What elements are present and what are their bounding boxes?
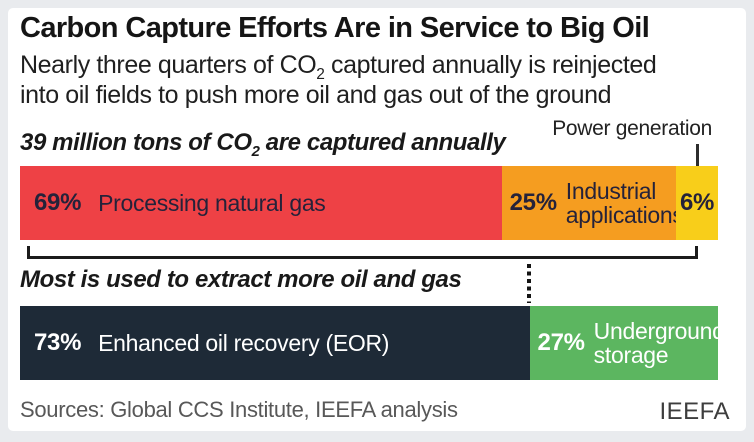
segment-processing-natural-gas: 69% Processing natural gas	[20, 166, 502, 240]
segment-percent: 27%	[537, 329, 585, 356]
segment-label: Processing natural gas	[98, 190, 326, 216]
subtitle-line2: into oil fields to push more oil and gas…	[20, 81, 612, 109]
power-generation-callout-label: Power generation	[552, 117, 712, 140]
segment-percent: 6%	[680, 189, 715, 216]
bar1-caption: 39 million tons of CO2 are captured annu…	[20, 129, 506, 160]
sources-text: Sources: Global CCS Institute, IEEFA ana…	[20, 397, 458, 422]
bar1-caption-pre: 39 million tons of CO	[20, 129, 252, 156]
page-subtitle: Nearly three quarters of CO2 captured an…	[20, 50, 736, 110]
segment-power-generation: 6%	[676, 166, 718, 240]
segment-label: Industrial applications	[565, 178, 677, 228]
segment-industrial-applications: 25% Industrial applications	[501, 166, 677, 240]
segment-underground-storage: 27% Underground storage	[529, 306, 718, 380]
segment-percent: 73%	[34, 329, 82, 356]
bar2-caption: Most is used to extract more oil and gas	[20, 266, 462, 293]
bar1-caption-post: are captured annually	[259, 129, 506, 156]
page-title: Carbon Capture Efforts Are in Service to…	[20, 12, 650, 44]
bar1-caption-co2-subscript: 2	[251, 143, 260, 160]
segment-percent: 69%	[34, 189, 82, 216]
segment-enhanced-oil-recovery: 73% Enhanced oil recovery (EOR)	[20, 306, 530, 380]
power-generation-pointer-line	[696, 144, 699, 166]
captured-co2-bar: 69% Processing natural gas 25% Industria…	[20, 166, 718, 240]
ieefa-logo: IEEFA	[659, 398, 730, 425]
subtitle-co2-subscript: 2	[316, 66, 325, 83]
split-dotted-line	[527, 264, 531, 303]
segment-label: Enhanced oil recovery (EOR)	[98, 330, 390, 356]
subtitle-line1-pre: Nearly three quarters of CO	[20, 51, 317, 79]
segment-percent: 25%	[509, 189, 557, 216]
usage-bar: 73% Enhanced oil recovery (EOR) 27% Unde…	[20, 306, 718, 380]
flow-bracket	[27, 246, 698, 259]
segment-label: Underground storage	[593, 318, 718, 368]
subtitle-line1-post: captured annually is reinjected	[324, 51, 657, 79]
